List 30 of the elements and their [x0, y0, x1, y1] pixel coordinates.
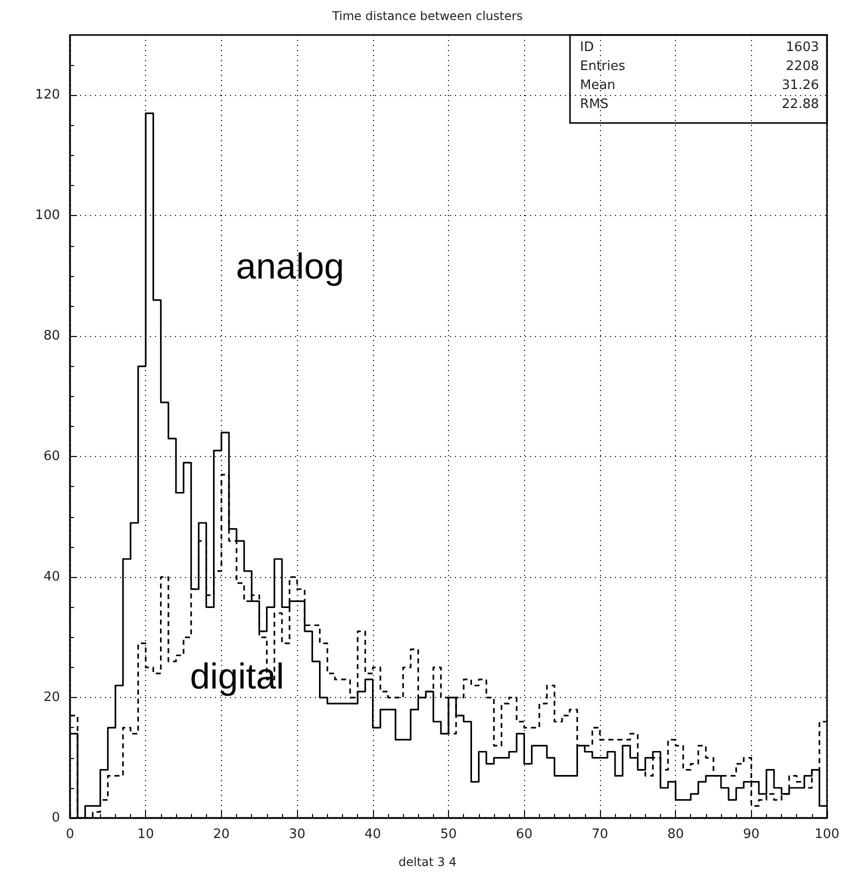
y-tick-label: 80: [43, 328, 60, 344]
x-tick-label: 40: [364, 827, 382, 842]
y-tick-label: 20: [43, 690, 60, 706]
x-tick-label: 60: [516, 827, 532, 842]
x-tick-label: 80: [667, 827, 684, 842]
annotation: Mean: [580, 78, 616, 93]
annotation: 31.26: [782, 78, 819, 93]
x-tick-label: 30: [288, 827, 306, 842]
y-tick-label: 120: [35, 88, 60, 103]
annotation: Entries: [580, 59, 626, 74]
chart-title: Time distance between clusters: [331, 9, 523, 23]
x-axis-title: deltat 3 4: [398, 855, 456, 869]
x-tick-label: 70: [592, 827, 608, 842]
y-tick-label: 60: [43, 449, 60, 464]
x-tick-label: 20: [213, 827, 230, 842]
text: analog: [236, 246, 344, 286]
y-tick-label: 40: [43, 570, 60, 585]
y-tick-label: 100: [35, 208, 60, 224]
y-tick-label: 0: [52, 810, 60, 826]
annotation: 22.88: [782, 97, 819, 112]
series-label: digital: [190, 656, 284, 696]
x-tick-label: 50: [440, 827, 457, 842]
annotation: RMS: [580, 97, 609, 112]
x-tick-label: 0: [66, 827, 74, 842]
x-tick-label: 10: [137, 827, 154, 842]
x-tick-label: 100: [814, 827, 840, 842]
x-tick-label: 90: [743, 827, 760, 842]
annotation: 2208: [786, 59, 819, 74]
annotation: ID: [580, 40, 594, 55]
annotation: 1603: [786, 40, 819, 55]
